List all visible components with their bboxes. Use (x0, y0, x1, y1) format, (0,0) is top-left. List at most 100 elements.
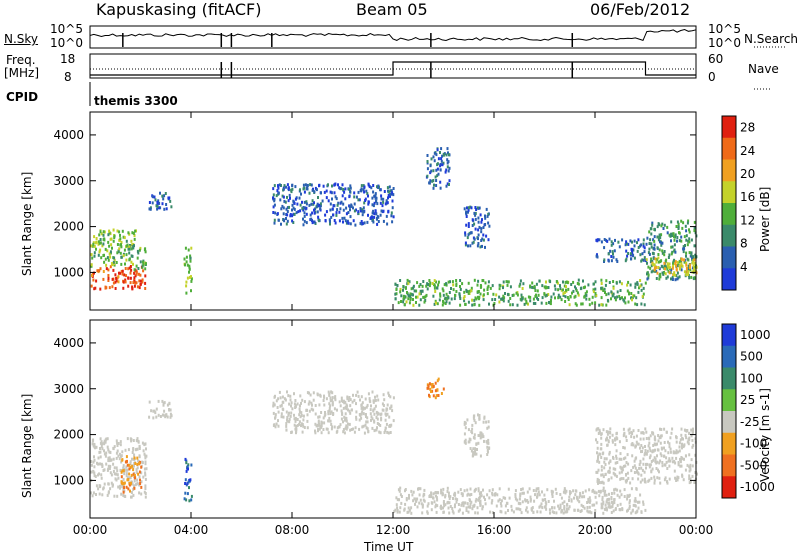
heatmap-cell (370, 415, 373, 419)
heatmap-cell (630, 292, 633, 295)
heatmap-cell (410, 292, 413, 296)
heatmap-cell (691, 464, 694, 468)
heatmap-cell (407, 281, 410, 285)
heatmap-cell (517, 507, 520, 511)
heatmap-cell (634, 457, 637, 461)
heatmap-cell (660, 264, 663, 268)
heatmap-cell (188, 486, 190, 490)
heatmap-cell (133, 484, 136, 488)
heatmap-cell (642, 500, 645, 504)
heatmap-cell (664, 267, 666, 271)
heatmap-cell (141, 265, 144, 269)
heatmap-cell (389, 424, 391, 427)
heatmap-cell (108, 231, 111, 235)
heatmap-cell (476, 206, 479, 210)
heatmap-cell (339, 423, 342, 427)
heatmap-cell (447, 160, 450, 164)
heatmap-cell (585, 297, 588, 301)
heatmap-cell (637, 500, 639, 504)
heatmap-cell (482, 238, 485, 242)
heatmap-cell (608, 501, 611, 505)
heatmap-cell (303, 219, 306, 223)
heatmap-cell (658, 223, 661, 227)
heatmap-cell (603, 258, 606, 262)
heatmap-cell (659, 459, 662, 463)
heatmap-cell (625, 240, 628, 244)
cpid-label: CPID (6, 90, 39, 104)
heatmap-cell (640, 431, 643, 435)
heatmap-cell (349, 411, 352, 415)
heatmap-cell (691, 474, 694, 478)
heatmap-cell (125, 472, 128, 476)
heatmap-cell (114, 273, 117, 277)
heatmap-cell (433, 286, 436, 290)
heatmap-cell (554, 296, 556, 300)
heatmap-cell (600, 506, 603, 510)
heatmap-cell (575, 287, 577, 291)
heatmap-cell (126, 459, 128, 463)
heatmap-cell (391, 409, 394, 413)
heatmap-cell (132, 493, 135, 497)
heatmap-cell (578, 495, 581, 499)
heatmap-cell (363, 431, 366, 435)
heatmap-cell (144, 274, 147, 278)
heatmap-cell (427, 502, 430, 506)
heatmap-cell (678, 275, 681, 279)
freq-panel (89, 53, 697, 79)
heatmap-cell (552, 292, 555, 296)
heatmap-cell (408, 301, 411, 305)
heatmap-cell (439, 292, 442, 296)
heatmap-cell (690, 238, 693, 242)
heatmap-cell (694, 276, 697, 280)
heatmap-cell (476, 448, 478, 451)
heatmap-cell (389, 194, 391, 198)
heatmap-cell (325, 397, 328, 401)
heatmap-cell (510, 508, 513, 512)
heatmap-cell (467, 222, 470, 226)
heatmap-cell (403, 508, 406, 512)
heatmap-cell (95, 279, 98, 283)
heatmap-cell (641, 446, 644, 450)
heatmap-cell (478, 225, 481, 229)
heatmap-cell (367, 183, 370, 187)
heatmap-cell (460, 492, 463, 496)
heatmap-cell (98, 450, 101, 454)
heatmap-cell (669, 447, 672, 451)
heatmap-cell (273, 423, 276, 427)
heatmap-cell (471, 218, 474, 222)
heatmap-cell (404, 489, 406, 493)
heatmap-cell (618, 457, 621, 461)
heatmap-cell (312, 391, 315, 395)
heatmap-cell (598, 481, 601, 485)
heatmap-cell (467, 505, 470, 509)
heatmap-cell (504, 511, 507, 515)
heatmap-cell (429, 179, 432, 183)
heatmap-cell (451, 509, 454, 513)
heatmap-cell (116, 473, 119, 477)
heatmap-cell (302, 414, 305, 418)
heatmap-cell (113, 494, 116, 498)
heatmap-cell (357, 210, 360, 214)
heatmap-cell (378, 422, 380, 426)
heatmap-cell (131, 482, 134, 486)
heatmap-cell (296, 202, 299, 206)
heatmap-cell (669, 450, 672, 454)
heatmap-cell (687, 239, 690, 243)
heatmap-cell (431, 385, 434, 389)
heatmap-cell (409, 296, 412, 300)
heatmap-cell (677, 450, 680, 454)
heatmap-cell (129, 466, 132, 469)
heatmap-cell (360, 187, 363, 191)
heatmap-cell (347, 399, 350, 402)
heatmap-cell (162, 413, 165, 417)
heatmap-cell (383, 398, 386, 402)
heatmap-cell (99, 455, 102, 459)
heatmap-cell (127, 284, 130, 288)
heatmap-cell (93, 455, 95, 459)
heatmap-cell (129, 461, 132, 465)
heatmap-cell (470, 449, 473, 453)
heatmap-cell (119, 440, 122, 444)
heatmap-cell (105, 267, 108, 271)
heatmap-cell (588, 297, 591, 301)
heatmap-cell (408, 493, 410, 497)
